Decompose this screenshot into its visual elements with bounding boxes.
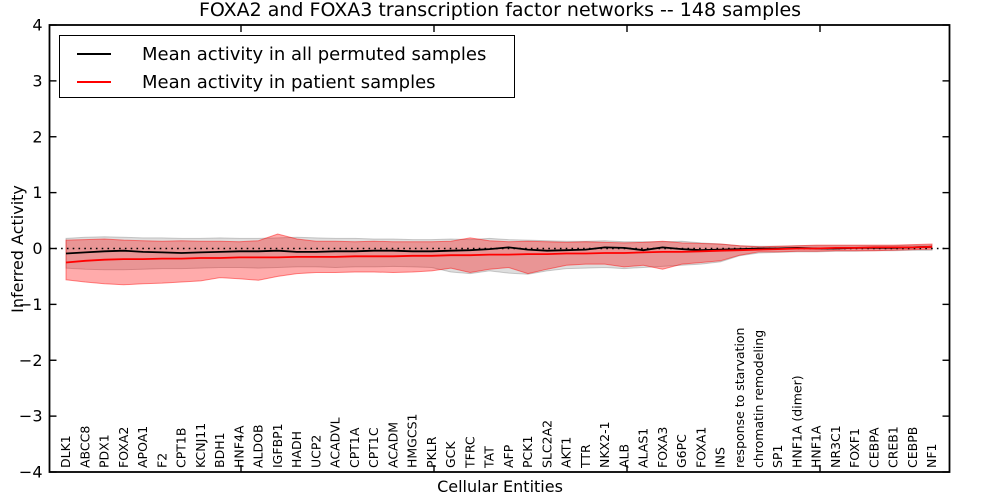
permuted-line-swatch — [77, 52, 111, 56]
x-category-label: CPT1C — [366, 427, 381, 468]
x-category-label: IGFBP1 — [270, 423, 285, 468]
x-category-label: HNF1A — [809, 425, 824, 468]
legend-item-permuted: Mean activity in all permuted samples — [60, 41, 486, 67]
x-category-label: ABCC8 — [77, 426, 92, 468]
x-category-label: chromatin remodeling — [751, 330, 766, 468]
x-category-label: NR3C1 — [828, 425, 843, 468]
x-category-label: GCK — [443, 441, 458, 468]
x-category-label: DLK1 — [58, 435, 73, 468]
x-category-label: response to starvation — [732, 328, 747, 469]
y-tick-label: −2 — [19, 351, 43, 370]
y-tick-label: −1 — [19, 295, 43, 314]
x-category-label: PKLR — [424, 436, 439, 468]
x-category-label: SLC2A2 — [539, 420, 554, 468]
y-tick-label: 4 — [32, 16, 42, 35]
x-category-label: KCNJ11 — [193, 423, 208, 468]
mean-lines-layer — [65, 245, 933, 264]
x-category-label: HADH — [289, 431, 304, 468]
x-category-label: NKX2-1 — [597, 421, 612, 468]
x-category-label: HMGCS1 — [405, 414, 420, 469]
x-category-label: FOXA2 — [116, 427, 131, 468]
x-category-label: HNF4A — [231, 425, 246, 468]
x-category-label: CPT1B — [174, 428, 189, 468]
legend-label-permuted: Mean activity in all permuted samples — [142, 43, 487, 65]
x-category-label: PCK1 — [520, 436, 535, 468]
x-category-label: TTR — [578, 444, 593, 469]
y-tick-label: 2 — [32, 127, 42, 146]
y-tick-label: −3 — [19, 407, 43, 426]
x-axis-title: Cellular Entities — [437, 477, 563, 496]
x-category-label: ALDOB — [251, 424, 266, 468]
x-category-label: CREB1 — [886, 426, 901, 468]
y-axis-title: Inferred Activity — [8, 185, 27, 313]
x-category-label: AKT1 — [559, 437, 574, 468]
x-category-label: HNF1A (dimer) — [790, 375, 805, 468]
y-tick-label: −4 — [19, 463, 43, 482]
confidence-bands-layer — [65, 233, 933, 286]
x-category-label: ALAS1 — [636, 428, 651, 468]
x-category-label: UCP2 — [308, 435, 323, 468]
x-category-label: CPT1A — [347, 427, 362, 468]
axes-border — [48, 24, 951, 473]
x-category-label: TAT — [482, 446, 497, 469]
x-category-label: G6PC — [674, 434, 689, 468]
y-tick-label: 0 — [32, 239, 42, 258]
legend-label-patient: Mean activity in patient samples — [142, 71, 436, 93]
x-category-label: NF1 — [924, 444, 939, 469]
x-category-label: ALB — [616, 444, 631, 468]
x-category-label: FOXF1 — [847, 428, 862, 468]
x-category-label: BDH1 — [212, 432, 227, 468]
patient-mean-line — [65, 245, 933, 264]
y-tick-labels: −4 −3 −2 −1 0 1 2 3 4 — [19, 16, 43, 482]
x-category-label: ACADVL — [328, 417, 343, 468]
y-tick-label: 3 — [32, 71, 42, 90]
legend-item-patient: Mean activity in patient samples — [60, 69, 436, 95]
x-category-label: PDX1 — [97, 434, 112, 468]
x-category-label: AFP — [501, 444, 516, 468]
x-category-label: SP1 — [770, 445, 785, 468]
legend-box: Mean activity in all permuted samples Me… — [59, 35, 515, 98]
x-category-label: CEBPA — [867, 427, 882, 468]
patient-range-band — [65, 233, 933, 286]
patient-line-swatch — [77, 80, 111, 84]
x-category-label: F2 — [154, 453, 169, 468]
x-category-label: APOA1 — [135, 426, 150, 468]
x-category-label: INS — [713, 447, 728, 468]
x-category-label: ACADM — [385, 422, 400, 468]
x-category-label: TFRC — [462, 436, 477, 469]
x-category-label: FOXA3 — [655, 427, 670, 468]
x-category-label: CEBPB — [905, 427, 920, 468]
y-tick-label: 1 — [32, 183, 42, 202]
x-category-labels: DLK1 ABCC8 PDX1 FOXA2 APOA1 F2 CPT1B KCNJ11 BDH1… — [58, 328, 939, 470]
x-category-label: FOXA1 — [693, 427, 708, 468]
chart-title: FOXA2 and FOXA3 transcription factor net… — [198, 0, 802, 21]
